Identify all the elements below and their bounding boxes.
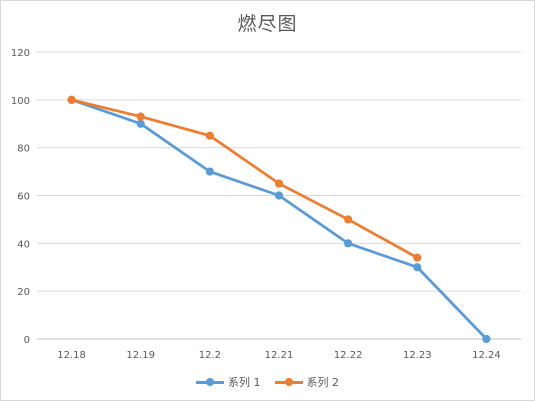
- y-tick-label-20: 20: [17, 287, 30, 298]
- x-tick-label-6: 12.24: [472, 350, 501, 361]
- series-1-point-5: [413, 263, 422, 272]
- legend: 系列 1 系列 2: [1, 374, 534, 390]
- chart-title: 燃尽图: [237, 13, 298, 35]
- x-tick-label-1: 12.19: [126, 350, 155, 361]
- x-tick-label-4: 12.22: [334, 350, 363, 361]
- x-tick-label-2: 12.2: [199, 350, 221, 361]
- series-1-point-6: [482, 334, 491, 344]
- series-1-point-2: [205, 167, 214, 176]
- legend-swatch-series-1: [196, 377, 224, 387]
- x-tick-label-0: 12.18: [57, 350, 86, 361]
- legend-item-series-1[interactable]: 系列 1: [196, 374, 261, 390]
- series-2-line: [70, 98, 419, 260]
- series-1-line: [70, 98, 488, 341]
- y-tick-label-80: 80: [17, 144, 30, 155]
- legend-item-series-2[interactable]: 系列 2: [274, 374, 340, 390]
- series-2-point-4: [344, 215, 353, 224]
- y-tick-label-0: 0: [24, 335, 30, 346]
- x-tick-label-5: 12.23: [403, 350, 432, 361]
- legend-swatch-series-2: [274, 377, 303, 387]
- x-tick-label-3: 12.21: [265, 350, 294, 361]
- series-2-point-1: [136, 112, 145, 121]
- legend-label-series-2: 系列 2: [306, 376, 340, 389]
- series-1-point-1: [136, 119, 145, 128]
- series-2-point-0: [67, 95, 76, 104]
- y-tick-label-60: 60: [17, 192, 30, 203]
- series-2-point-3: [274, 179, 284, 188]
- y-tick-label-40: 40: [17, 239, 30, 250]
- y-tick-label-100: 100: [11, 96, 30, 107]
- y-tick-label-120: 120: [11, 48, 30, 59]
- series-1-point-3: [274, 191, 284, 200]
- legend-label-series-1: 系列 1: [228, 376, 261, 389]
- series-1-point-4: [344, 239, 353, 248]
- series-2-point-5: [413, 253, 422, 262]
- series-2-point-2: [205, 131, 214, 140]
